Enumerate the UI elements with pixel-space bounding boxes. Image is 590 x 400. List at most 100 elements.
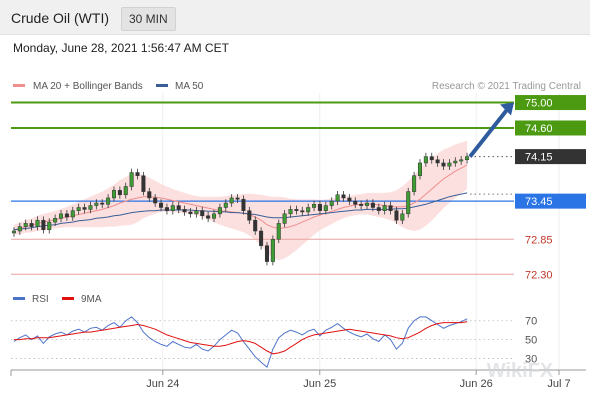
candle-body xyxy=(247,210,252,221)
level-label-75.00: 75.00 xyxy=(525,98,553,110)
candle-body xyxy=(188,211,193,215)
rsi-tick-label-70: 70 xyxy=(525,316,537,328)
rsi-panel: 70 50 30 xyxy=(11,316,537,368)
legend: MA 20 + Bollinger Bands MA 50 Research ©… xyxy=(13,81,581,92)
candle-body xyxy=(223,202,228,208)
candle-body xyxy=(300,210,305,213)
chart-header: Crude Oil (WTI) 30 MIN xyxy=(0,0,590,35)
candle-body xyxy=(141,175,146,192)
candle-body xyxy=(282,213,287,224)
candle-body xyxy=(176,205,181,210)
candle-body xyxy=(212,213,217,219)
candle-body xyxy=(353,200,358,205)
rsi-tick-label-30: 30 xyxy=(525,354,537,366)
target-arrow-shaft xyxy=(468,107,510,158)
candle-body xyxy=(347,197,352,202)
x-axis: Jun 24 Jun 25 Jun 26 Jul 7 xyxy=(10,369,586,390)
candle-body xyxy=(206,215,211,219)
candle-body xyxy=(35,219,40,227)
candle-body xyxy=(459,159,464,162)
rsi-legend: RSI 9MA xyxy=(13,294,102,305)
level-tag-75.00 xyxy=(515,95,586,111)
level-label-73.45: 73.45 xyxy=(525,196,553,208)
watermark-logo: WikiFX xyxy=(487,360,554,382)
candle-body xyxy=(76,207,81,211)
bollinger-band-area xyxy=(13,140,468,261)
x-tick-label-0: Jun 24 xyxy=(146,378,179,390)
price-levels xyxy=(11,101,514,275)
candle-body xyxy=(423,156,428,164)
candle-body xyxy=(323,205,328,211)
candle-body xyxy=(129,172,134,187)
candle-body xyxy=(435,159,440,164)
level-tag-73.45 xyxy=(515,193,586,209)
candle-body xyxy=(465,156,470,161)
candle-body xyxy=(106,197,111,205)
research-credit: Research © 2021 Trading Central xyxy=(432,81,581,92)
candle-body xyxy=(47,221,52,231)
rsi-tick-label-50: 50 xyxy=(525,335,537,347)
candle-body xyxy=(270,239,275,262)
candle-body xyxy=(194,210,199,215)
level-labels: 75.00 74.60 74.15 73.45 72.85 72.30 xyxy=(468,95,586,281)
candle-body xyxy=(406,191,411,215)
legend-label-rsi: RSI xyxy=(32,294,49,305)
candle-body xyxy=(217,207,222,215)
candle-body xyxy=(88,205,93,210)
legend-swatch-9ma xyxy=(62,297,74,300)
level-tag-74.60 xyxy=(515,120,586,136)
target-arrow-head xyxy=(500,102,514,116)
candle-body xyxy=(159,202,164,208)
candle-body xyxy=(329,200,334,206)
candle-body xyxy=(135,172,140,176)
candle-body xyxy=(253,219,258,232)
candle-body xyxy=(259,230,264,246)
candle-body xyxy=(117,190,122,196)
candle-body xyxy=(441,162,446,167)
x-tick-label-2: Jun 26 xyxy=(460,378,493,390)
candle-body xyxy=(229,197,234,204)
candle-body xyxy=(294,209,299,211)
level-label-72.85: 72.85 xyxy=(525,234,553,246)
candle-body xyxy=(123,186,128,196)
candle-body xyxy=(241,198,246,211)
candle-body xyxy=(64,213,69,218)
candle-body xyxy=(23,223,28,227)
candle-body xyxy=(235,197,240,200)
legend-label-ma20: MA 20 + Bollinger Bands xyxy=(33,81,143,92)
candle-body xyxy=(182,209,187,213)
x-tick-label-3: Jul 7 xyxy=(547,378,570,390)
candle-body xyxy=(200,210,205,217)
candle-body xyxy=(53,218,58,223)
candle-body xyxy=(276,223,281,240)
candle-body xyxy=(400,213,405,221)
candle-body xyxy=(264,245,269,262)
timeframe-selector[interactable]: 30 MIN xyxy=(121,7,176,31)
candle-body xyxy=(429,156,434,161)
candle-body xyxy=(382,205,387,211)
level-label-74.15: 74.15 xyxy=(525,152,553,164)
rsi-series-RSI xyxy=(13,316,468,368)
candle-body xyxy=(164,207,169,211)
legend-swatch-ma20 xyxy=(13,84,25,87)
candle-body xyxy=(82,207,87,210)
candle-body xyxy=(94,202,99,206)
legend-swatch-rsi xyxy=(13,297,25,300)
level-label-74.60: 74.60 xyxy=(525,123,553,135)
candle-body xyxy=(335,194,340,202)
candle-body xyxy=(341,194,346,199)
candle-body xyxy=(412,175,417,192)
rsi-series-9MA xyxy=(13,321,468,355)
candle-body xyxy=(29,223,34,227)
candle-body xyxy=(70,210,75,218)
candle-body xyxy=(147,191,152,199)
candle-body xyxy=(453,160,458,164)
candle-body xyxy=(288,209,293,215)
candle-body xyxy=(317,204,322,211)
candle-body xyxy=(359,204,364,206)
candle-body xyxy=(100,202,105,205)
level-tag-74.15 xyxy=(515,149,586,165)
legend-swatch-ma50 xyxy=(156,84,168,87)
candle-body xyxy=(447,162,452,167)
candle-body xyxy=(394,210,399,221)
